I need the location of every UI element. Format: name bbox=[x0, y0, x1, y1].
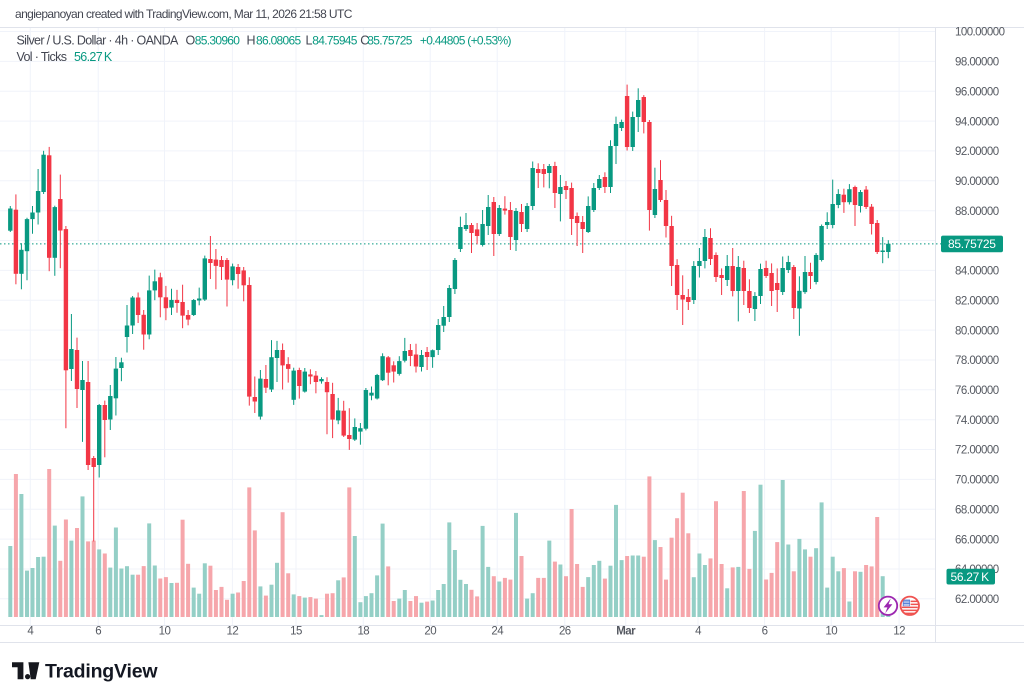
svg-text:82.00000: 82.00000 bbox=[955, 295, 999, 307]
svg-text:74.00000: 74.00000 bbox=[955, 415, 999, 427]
svg-text:66.00000: 66.00000 bbox=[955, 534, 999, 546]
svg-text:68.00000: 68.00000 bbox=[955, 505, 999, 517]
svg-text:L: L bbox=[306, 33, 313, 47]
svg-text:15: 15 bbox=[290, 626, 302, 638]
svg-text:18: 18 bbox=[357, 626, 369, 638]
svg-text:85.75725: 85.75725 bbox=[367, 33, 412, 47]
svg-text:Mar: Mar bbox=[616, 626, 636, 638]
svg-text:80.00000: 80.00000 bbox=[955, 325, 999, 337]
svg-text:84.75945: 84.75945 bbox=[312, 33, 357, 47]
svg-text:90.00000: 90.00000 bbox=[955, 176, 999, 188]
svg-text:98.00000: 98.00000 bbox=[955, 57, 999, 69]
svg-text:4: 4 bbox=[27, 626, 34, 638]
svg-text:6: 6 bbox=[95, 626, 101, 638]
svg-text:12: 12 bbox=[227, 626, 239, 638]
svg-text:76.00000: 76.00000 bbox=[955, 385, 999, 397]
svg-text:10: 10 bbox=[825, 626, 837, 638]
svg-text:4: 4 bbox=[695, 626, 702, 638]
svg-text:100.00000: 100.00000 bbox=[955, 27, 1005, 39]
svg-text:C: C bbox=[360, 33, 369, 47]
svg-text:62.00000: 62.00000 bbox=[955, 594, 999, 606]
svg-text:10: 10 bbox=[159, 626, 171, 638]
svg-text:Silver / U.S. Dollar · 4h · OA: Silver / U.S. Dollar · 4h · OANDA bbox=[17, 33, 180, 47]
svg-text:96.00000: 96.00000 bbox=[955, 86, 999, 98]
svg-text:6: 6 bbox=[762, 626, 768, 638]
svg-text:26: 26 bbox=[559, 626, 571, 638]
svg-text:24: 24 bbox=[491, 626, 504, 638]
svg-text:70.00000: 70.00000 bbox=[955, 475, 999, 487]
svg-text:12: 12 bbox=[893, 626, 905, 638]
svg-text:86.08065: 86.08065 bbox=[256, 33, 301, 47]
svg-text:84.00000: 84.00000 bbox=[955, 266, 999, 278]
svg-text:H: H bbox=[247, 33, 256, 47]
svg-text:O: O bbox=[186, 33, 196, 47]
svg-text:88.00000: 88.00000 bbox=[955, 206, 999, 218]
svg-text:56.27 K: 56.27 K bbox=[74, 50, 113, 64]
svg-text:92.00000: 92.00000 bbox=[955, 146, 999, 158]
svg-text:TradingView: TradingView bbox=[45, 660, 158, 682]
svg-text:85.75725: 85.75725 bbox=[948, 237, 996, 251]
svg-text:78.00000: 78.00000 bbox=[955, 355, 999, 367]
svg-text:72.00000: 72.00000 bbox=[955, 445, 999, 457]
svg-text:85.30960: 85.30960 bbox=[195, 33, 240, 47]
svg-text:94.00000: 94.00000 bbox=[955, 116, 999, 128]
svg-text:+0.44805 (+0.53%): +0.44805 (+0.53%) bbox=[420, 33, 512, 47]
svg-text:20: 20 bbox=[424, 626, 436, 638]
svg-text:56.27 K: 56.27 K bbox=[951, 570, 990, 584]
svg-text:Vol · Ticks: Vol · Ticks bbox=[17, 50, 67, 64]
svg-text:angiepanoyan created with Trad: angiepanoyan created with TradingView.co… bbox=[15, 7, 353, 21]
